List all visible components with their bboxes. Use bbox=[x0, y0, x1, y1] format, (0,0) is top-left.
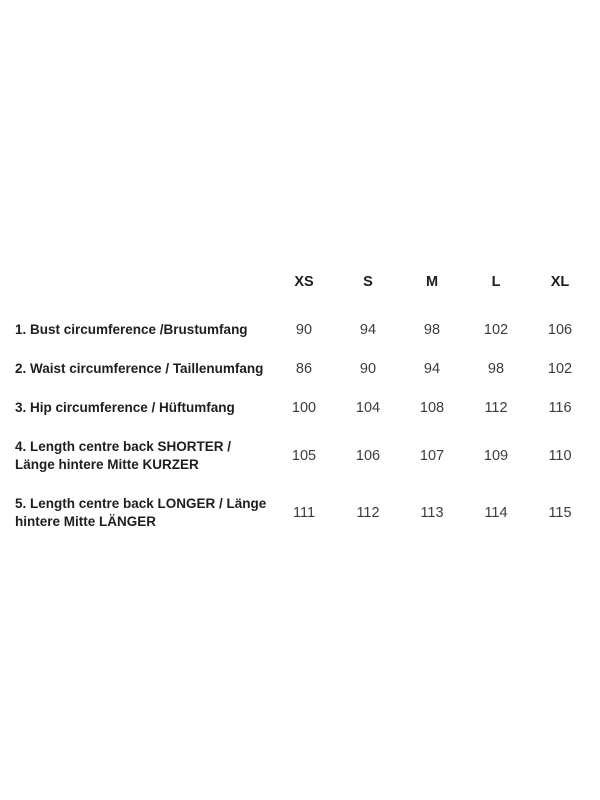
header-cell-size-s: S bbox=[363, 273, 373, 290]
table-row: 2. Waist circumference / Taillenumfang 86… bbox=[15, 349, 592, 388]
measurement-value: 90 bbox=[295, 321, 313, 338]
size-chart-table: XS S M L XL 1. Bust circumference /Brustumfa… bbox=[15, 262, 592, 541]
measurement-label: 3. Hip circumference / Hüftumfang bbox=[15, 399, 235, 415]
measurement-value: 108 bbox=[419, 399, 445, 416]
table-row: 3. Hip circumference / Hüftumfang 100 104 1… bbox=[15, 388, 592, 427]
header-cell-size-m: M bbox=[425, 273, 439, 290]
measurement-label: 2. Waist circumference / Taillenumfang bbox=[15, 360, 264, 376]
measurement-label: 5. Length centre back LONGER / Länge hin… bbox=[15, 495, 267, 529]
measurement-value: 100 bbox=[291, 399, 317, 416]
table-row: 4. Length centre back SHORTER / Länge hi… bbox=[15, 427, 592, 484]
measurement-value: 109 bbox=[483, 447, 509, 464]
measurement-value: 112 bbox=[484, 399, 508, 416]
measurement-value: 115 bbox=[548, 504, 572, 521]
table-row: 5. Length centre back LONGER / Länge hin… bbox=[15, 484, 592, 541]
measurement-value: 110 bbox=[548, 447, 572, 464]
table-row: 1. Bust circumference /Brustumfang 90 94 98… bbox=[15, 310, 592, 349]
measurement-value: 104 bbox=[355, 399, 381, 416]
measurement-value: 111 bbox=[292, 504, 316, 521]
measurement-value: 105 bbox=[291, 447, 317, 464]
header-cell-size-l: L bbox=[491, 273, 501, 290]
measurement-value: 114 bbox=[484, 504, 508, 521]
measurement-value: 116 bbox=[548, 399, 572, 416]
measurement-value: 94 bbox=[359, 321, 377, 338]
measurement-value: 106 bbox=[355, 447, 381, 464]
measurement-value: 98 bbox=[487, 360, 505, 377]
header-cell-size-xs: XS bbox=[294, 273, 314, 290]
size-chart-body: 1. Bust circumference /Brustumfang 90 94 98… bbox=[15, 310, 592, 541]
measurement-value: 102 bbox=[547, 360, 573, 377]
measurement-value: 94 bbox=[423, 360, 441, 377]
measurement-value: 113 bbox=[420, 504, 444, 521]
measurement-value: 98 bbox=[423, 321, 441, 338]
size-header-row: XS S M L XL bbox=[15, 262, 592, 310]
measurement-value: 90 bbox=[359, 360, 377, 377]
header-cell-size-xl: XL bbox=[550, 273, 570, 290]
measurement-value: 106 bbox=[547, 321, 573, 338]
measurement-label: 4. Length centre back SHORTER / Länge hi… bbox=[15, 438, 232, 472]
measurement-label: 1. Bust circumference /Brustumfang bbox=[15, 321, 248, 337]
header-cell-label bbox=[15, 262, 272, 310]
measurement-value: 112 bbox=[356, 504, 380, 521]
measurement-value: 86 bbox=[295, 360, 313, 377]
measurement-value: 102 bbox=[483, 321, 509, 338]
measurement-value: 107 bbox=[419, 447, 445, 464]
